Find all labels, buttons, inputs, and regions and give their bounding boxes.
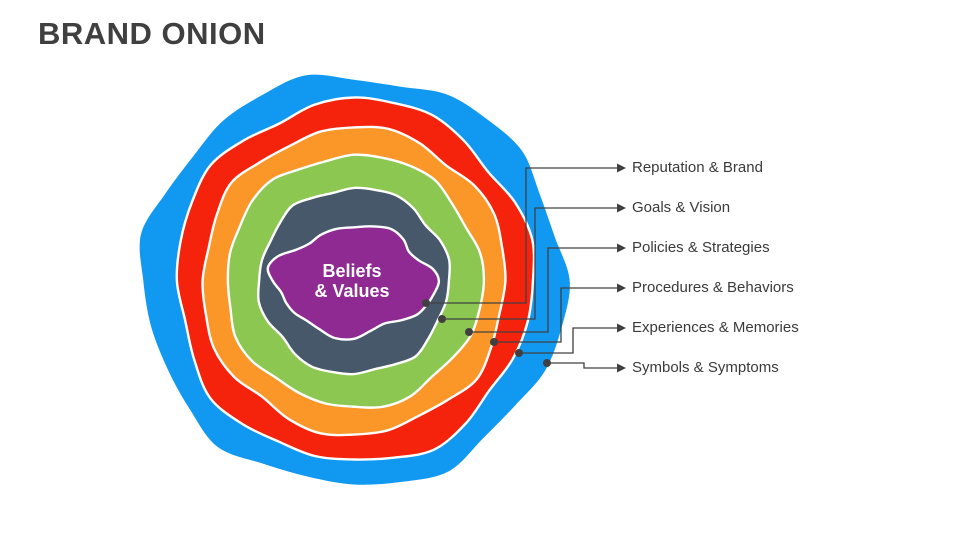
core-label-line2: & Values	[314, 281, 390, 301]
connector	[422, 163, 626, 307]
arrowhead-icon	[617, 203, 626, 213]
onion-rings-layer	[137, 72, 573, 488]
connector-dot	[422, 299, 430, 307]
slide-title: BRAND ONION	[38, 16, 266, 51]
connector	[490, 283, 626, 346]
connector-line	[442, 207, 618, 320]
arrowhead-icon	[617, 283, 626, 293]
label-symbols-and-symptoms: Symbols & Symptoms	[632, 359, 779, 376]
label-policies-and-strategies: Policies & Strategies	[632, 239, 770, 256]
arrowhead-icon	[617, 243, 626, 253]
ring-purple-core	[266, 225, 441, 341]
connector-dot	[515, 349, 523, 357]
arrowhead-icon	[617, 363, 626, 373]
connector-dot	[465, 328, 473, 336]
label-reputation-and-brand: Reputation & Brand	[632, 159, 763, 176]
label-goals-and-vision: Goals & Vision	[632, 199, 731, 216]
core-label-line1: Beliefs	[322, 261, 382, 281]
arrowhead-icon	[617, 163, 626, 173]
label-procedures-and-behaviors: Procedures & Behaviors	[632, 279, 794, 296]
connector-line	[547, 362, 618, 369]
connector-line	[469, 247, 618, 333]
connector-dot	[490, 338, 498, 346]
connector-dot	[543, 359, 551, 367]
connector	[543, 359, 626, 373]
core-label: Beliefs & Values	[314, 261, 389, 301]
connector-line	[494, 287, 618, 343]
connector	[438, 203, 626, 323]
connector	[465, 243, 626, 336]
label-experiences-and-memories: Experiences & Memories	[632, 319, 799, 336]
connector-lines-layer	[422, 163, 626, 373]
connector-line	[426, 167, 618, 304]
connector-dot	[438, 315, 446, 323]
arrowhead-icon	[617, 323, 626, 333]
connector	[515, 323, 626, 357]
connector-line	[519, 327, 618, 354]
